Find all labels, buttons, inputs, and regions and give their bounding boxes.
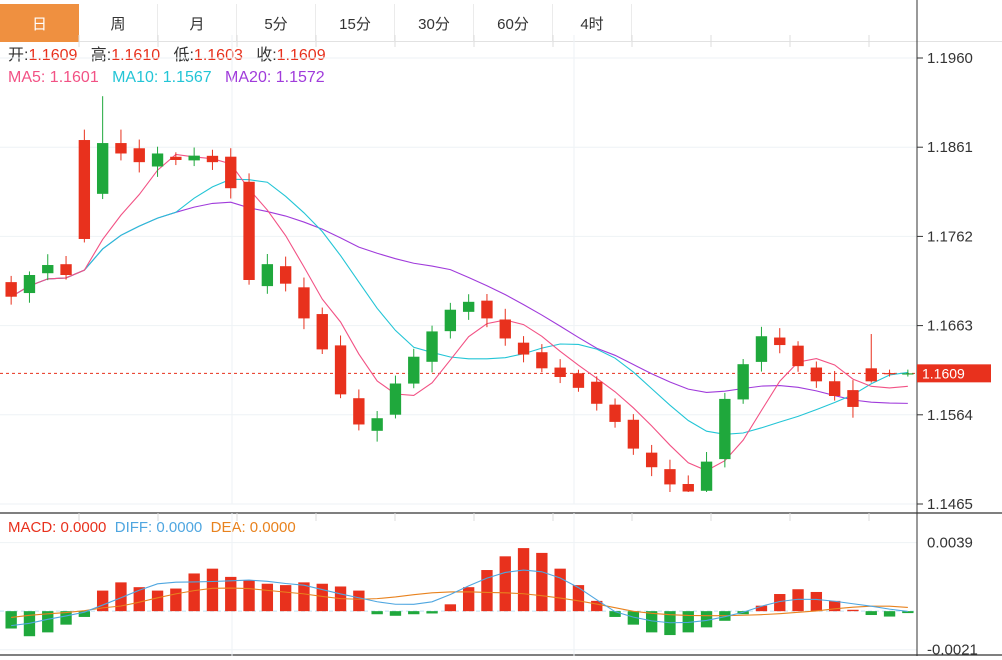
svg-text:-0.0021: -0.0021	[927, 642, 978, 656]
svg-text:1.1861: 1.1861	[927, 139, 973, 156]
svg-text:0.0039: 0.0039	[927, 535, 973, 552]
svg-text:1.1465: 1.1465	[927, 496, 973, 513]
svg-text:1.1663: 1.1663	[927, 318, 973, 335]
svg-text:1.1609: 1.1609	[922, 365, 965, 381]
svg-text:1.1762: 1.1762	[927, 228, 973, 245]
svg-text:1.1564: 1.1564	[927, 407, 973, 424]
svg-text:1.1960: 1.1960	[927, 50, 973, 67]
